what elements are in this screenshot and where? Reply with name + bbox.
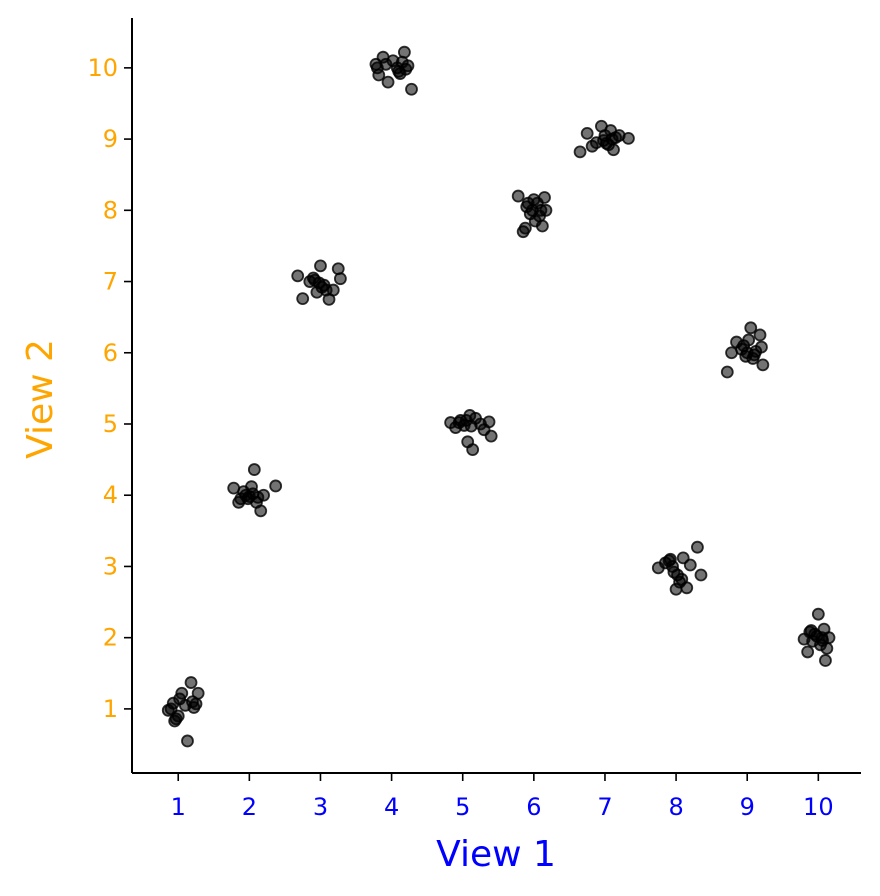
data-point: [538, 191, 551, 204]
y-tick-label: 1: [103, 695, 118, 723]
data-point: [381, 75, 395, 89]
data-point: [694, 568, 708, 582]
y-tick-label: 6: [103, 339, 118, 367]
x-tick-label: 7: [597, 793, 612, 821]
data-point: [737, 339, 751, 353]
data-point: [819, 654, 832, 667]
data-point: [811, 607, 825, 621]
data-point: [753, 328, 767, 342]
data-point: [482, 415, 496, 429]
y-tick-label: 7: [103, 268, 118, 296]
y-tick-label: 2: [103, 624, 118, 652]
data-point: [720, 365, 734, 379]
data-point: [691, 540, 704, 554]
data-point: [379, 57, 393, 71]
data-point: [254, 504, 268, 518]
data-point: [269, 479, 283, 493]
data-point: [452, 416, 466, 429]
data-point: [755, 340, 768, 354]
data-point: [169, 712, 183, 726]
data-point: [234, 492, 248, 506]
y-tick-label: 3: [103, 552, 118, 580]
data-point: [744, 321, 758, 335]
data-point: [291, 269, 305, 283]
x-tick-label: 4: [384, 793, 399, 821]
data-point: [464, 419, 478, 433]
data-point: [518, 221, 532, 235]
data-point: [317, 278, 331, 292]
x-tick-label: 6: [526, 793, 541, 821]
y-tick-label: 8: [103, 196, 118, 224]
data-point: [747, 348, 761, 362]
data-point: [683, 558, 697, 572]
x-tick-label: 2: [242, 793, 257, 821]
data-point: [816, 634, 829, 647]
y-tick-label: 5: [103, 410, 118, 438]
data-point: [533, 209, 546, 223]
data-point: [247, 463, 261, 476]
data-point: [511, 189, 525, 203]
data-point: [314, 259, 327, 273]
data-point: [675, 572, 689, 586]
data-point: [662, 554, 676, 568]
x-tick-label: 5: [455, 793, 470, 821]
data-point: [599, 136, 613, 150]
y-ticks: 1 2 3 4 5 6 7 8 9 10: [87, 54, 132, 723]
x-tick-label: 10: [803, 793, 834, 821]
data-point: [466, 443, 480, 457]
data-point: [251, 490, 265, 504]
data-point: [164, 702, 178, 716]
y-tick-label: 9: [103, 125, 118, 153]
data-point: [296, 292, 310, 306]
data-point: [181, 734, 194, 748]
data-point: [173, 692, 187, 706]
data-point: [622, 131, 635, 145]
data-point: [189, 697, 203, 711]
y-tick-label: 4: [103, 481, 118, 509]
y-axis-title: View 2: [20, 339, 61, 459]
x-tick-label: 1: [171, 793, 186, 821]
data-point: [756, 358, 770, 372]
points-layer: [161, 45, 836, 748]
data-point: [184, 676, 198, 689]
x-tick-label: 8: [668, 793, 683, 821]
x-ticks: 1 2 3 4 5 6 7 8 9 10: [171, 773, 834, 821]
data-point: [573, 145, 587, 159]
x-axis-title: View 1: [436, 834, 556, 875]
data-point: [191, 686, 205, 700]
x-tick-label: 9: [740, 793, 755, 821]
data-point: [803, 625, 817, 639]
data-point: [333, 272, 347, 286]
x-tick-label: 3: [313, 793, 328, 821]
data-point: [392, 65, 406, 78]
data-point: [405, 82, 418, 96]
data-point: [484, 429, 498, 443]
data-point: [801, 645, 815, 659]
y-tick-label: 10: [87, 54, 118, 82]
data-point: [580, 126, 594, 140]
